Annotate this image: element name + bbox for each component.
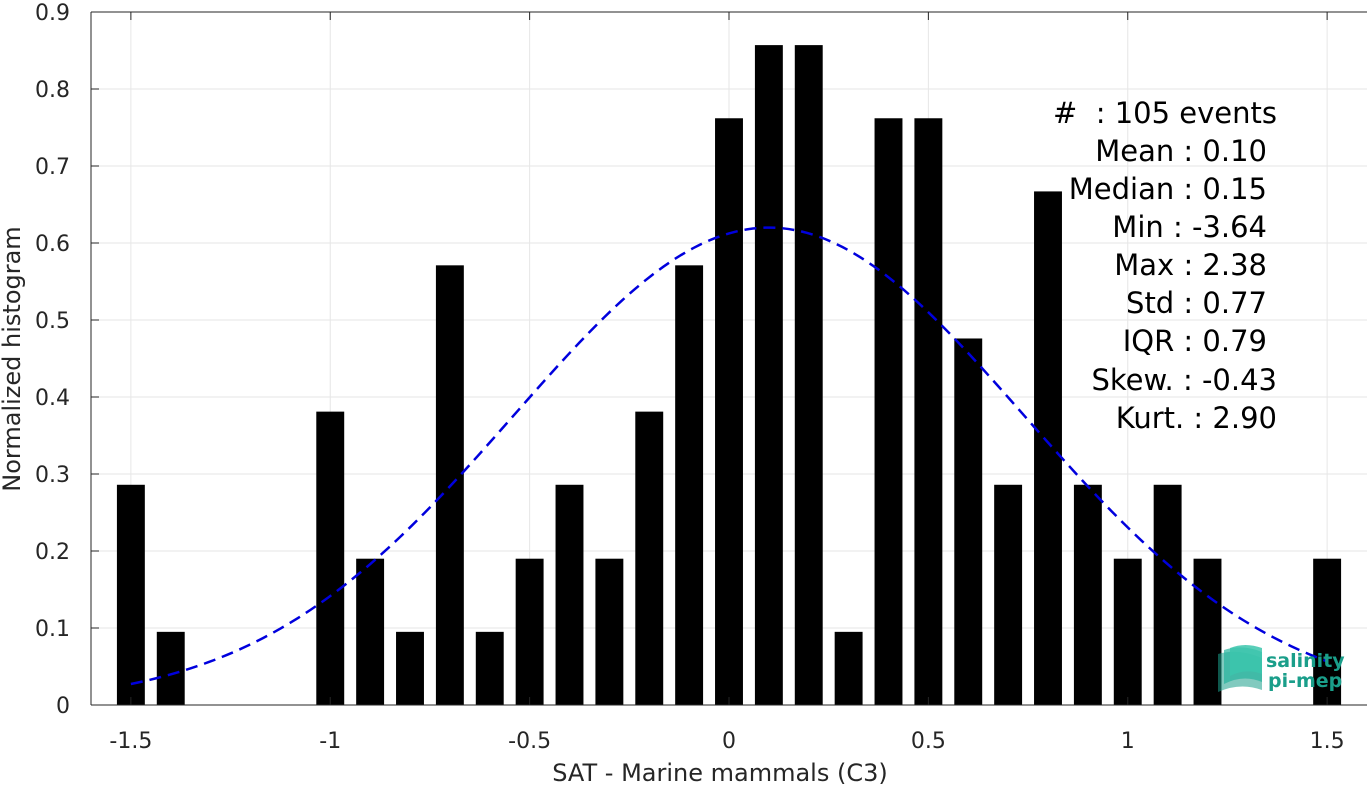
x-tick-label: 0.5 xyxy=(911,729,946,754)
x-axis-ticks: -1.5 -1 -0.5 0 0.5 1 1.5 xyxy=(109,12,1345,754)
histogram-bar xyxy=(475,631,504,705)
logo-text-salinity: salinity xyxy=(1266,650,1345,672)
x-tick-label: -1.5 xyxy=(109,729,152,754)
y-tick-label: 0.3 xyxy=(35,463,70,488)
stat-std: Std : 0.77 xyxy=(1126,286,1267,320)
histogram-bar xyxy=(1153,484,1182,705)
histogram-bar xyxy=(156,631,185,705)
y-tick-label: 0 xyxy=(56,694,70,719)
histogram-bar xyxy=(1313,558,1342,705)
histogram-bar xyxy=(715,118,743,705)
y-tick-label: 0.8 xyxy=(35,78,70,103)
histogram-bar xyxy=(675,265,704,705)
stat-min: Min : -3.64 xyxy=(1112,210,1267,244)
histogram-bar xyxy=(1193,558,1222,705)
histogram-bar xyxy=(794,45,823,706)
stat-max: Max : 2.38 xyxy=(1114,248,1267,282)
gaussian-fit-curve xyxy=(130,226,1328,686)
histogram-bar xyxy=(754,45,783,706)
histogram-bar xyxy=(874,118,903,705)
histogram-bar xyxy=(1073,484,1102,705)
y-tick-label: 0.6 xyxy=(35,232,70,257)
histogram-bar xyxy=(316,411,345,705)
logo-text-pimep: pi-mep xyxy=(1268,670,1342,692)
x-tick-label: -1 xyxy=(319,729,341,754)
y-tick-label: 0.2 xyxy=(35,540,70,565)
stat-kurt: Kurt. : 2.90 xyxy=(1115,401,1277,435)
histogram-bar xyxy=(834,631,863,705)
stat-mean: Mean : 0.10 xyxy=(1095,134,1267,168)
histogram-bar xyxy=(595,558,624,705)
y-tick-label: 0.5 xyxy=(35,309,70,334)
y-axis-ticks: 0 0.1 0.2 0.3 0.4 0.5 0.6 0.7 0.8 0.9 xyxy=(35,1,99,719)
stat-iqr: IQR : 0.79 xyxy=(1122,324,1267,358)
histogram-bar xyxy=(116,484,145,705)
histogram-bar xyxy=(1034,191,1062,705)
salinity-pimep-logo: salinity pi-mep xyxy=(1218,645,1345,692)
x-axis-label: SAT - Marine mammals (C3) xyxy=(552,759,887,785)
y-tick-label: 0.7 xyxy=(35,155,70,180)
histogram-bar xyxy=(515,558,544,705)
histogram-bar xyxy=(994,484,1023,705)
stat-median: Median : 0.15 xyxy=(1068,172,1267,206)
x-tick-label: -0.5 xyxy=(508,729,551,754)
x-tick-label: 1.5 xyxy=(1310,729,1345,754)
histogram-bar xyxy=(555,484,584,705)
histogram-bars xyxy=(116,45,1342,706)
y-tick-label: 0.1 xyxy=(35,617,70,642)
histogram-bar xyxy=(954,338,983,705)
histogram-bar xyxy=(914,118,943,705)
x-tick-label: 0 xyxy=(722,729,736,754)
y-axis-label: Normalized histogram xyxy=(0,226,26,491)
stat-skew: Skew. : -0.43 xyxy=(1091,363,1277,397)
fit-curve-line xyxy=(130,226,1328,686)
y-tick-label: 0.4 xyxy=(35,386,70,411)
histogram-bar xyxy=(396,631,424,705)
stat-count: # : 105 events xyxy=(1053,96,1277,130)
histogram-bar xyxy=(1113,558,1142,705)
histogram-bar xyxy=(635,411,664,705)
histogram-bar xyxy=(356,558,385,705)
y-tick-label: 0.9 xyxy=(35,1,70,26)
x-tick-label: 1 xyxy=(1121,729,1135,754)
logo-waves-icon xyxy=(1218,645,1262,692)
